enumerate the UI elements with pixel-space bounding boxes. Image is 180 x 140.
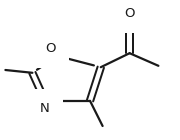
Text: O: O (124, 7, 135, 20)
Text: O: O (45, 42, 56, 55)
Text: N: N (40, 102, 50, 115)
